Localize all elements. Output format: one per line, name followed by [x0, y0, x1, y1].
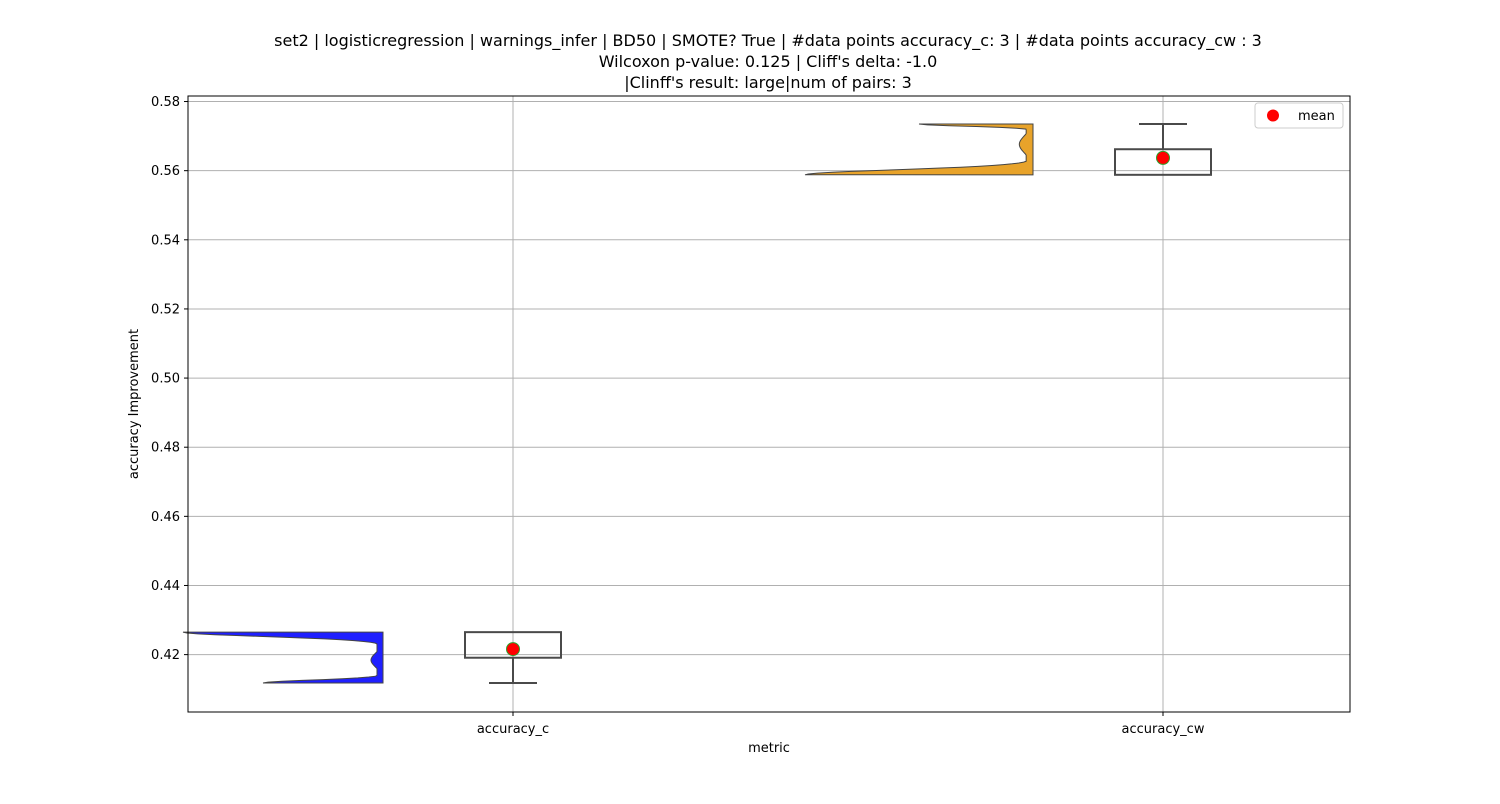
violin-accuracy_cw [804, 123, 1034, 176]
y-tick-label: 0.42 [151, 648, 180, 663]
legend-mean-marker [1267, 109, 1279, 122]
plot-frame [187, 95, 1351, 713]
y-axis-label: accuracy Improvement [127, 329, 142, 479]
title-line-1: set2 | logisticregression | warnings_inf… [274, 31, 1262, 51]
x-tick-label: accuracy_c [477, 722, 549, 737]
violin-accuracy_c [182, 631, 384, 684]
chart-title: set2 | logisticregression | warnings_inf… [274, 31, 1262, 92]
legend-box [1254, 102, 1344, 129]
title-line-3: |Clinff's result: large|num of pairs: 3 [624, 73, 912, 92]
y-tick-label: 0.44 [151, 579, 180, 594]
y-tick-label: 0.48 [151, 441, 180, 456]
y-tick-label: 0.52 [151, 302, 180, 317]
x-axis-ticks: accuracy_c accuracy_cw [477, 712, 1205, 737]
y-tick-label: 0.50 [151, 372, 180, 387]
y-tick-label: 0.54 [151, 233, 180, 248]
y-tick-label: 0.58 [151, 95, 180, 110]
plot-content [182, 123, 1212, 684]
grid-lines [188, 96, 1350, 712]
legend-mean-label: mean [1298, 109, 1335, 124]
x-tick-label: accuracy_cw [1122, 722, 1205, 737]
y-tick-label: 0.46 [151, 510, 180, 525]
x-axis-label: metric [748, 741, 790, 756]
title-line-2: Wilcoxon p-value: 0.125 | Cliff's delta:… [599, 52, 938, 71]
legend: mean [1254, 102, 1344, 129]
y-axis-ticks: 0.42 0.44 0.46 0.48 0.50 0.52 0.54 0.56 0.58 [151, 95, 188, 663]
mean-marker-accuracy_c [506, 642, 520, 657]
mean-marker-accuracy_cw [1156, 150, 1170, 165]
y-tick-label: 0.56 [151, 164, 180, 179]
